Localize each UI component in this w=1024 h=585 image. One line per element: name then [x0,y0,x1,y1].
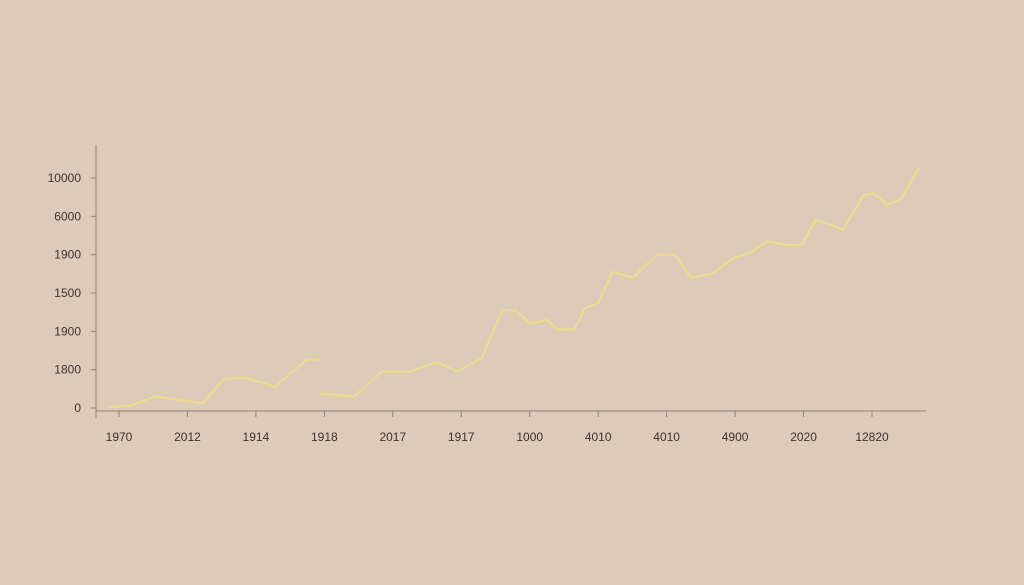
x-tick-label: 4010 [653,430,680,444]
y-tick-label: 1500 [54,286,81,300]
x-tick-label: 1914 [243,430,270,444]
y-tick-label: 0 [74,401,81,415]
x-tick-label: 12820 [855,430,889,444]
x-tick-label: 2020 [790,430,817,444]
x-tick-label: 1917 [448,430,475,444]
x-tick-label: 1970 [106,430,133,444]
y-tick-label: 6000 [54,209,81,223]
series-lines [108,167,920,409]
x-axis-ticks: 1970 2012 1914 1918 2017 1917 1000 4010 4010 4900… [106,411,889,444]
y-axis-ticks: 0 1800 1900 1500 1900 6000 10000 [48,171,96,415]
x-tick-label: 4010 [585,430,612,444]
x-tick-label: 2017 [379,430,406,444]
x-tick-label: 4900 [722,430,749,444]
y-tick-label: 1900 [54,248,81,262]
y-tick-label: 1900 [54,324,81,338]
x-tick-label: 1000 [516,430,543,444]
x-tick-label: 2012 [174,430,201,444]
y-tick-label: 1800 [54,363,81,377]
x-tick-label: 1918 [311,430,338,444]
series-line-1 [108,358,321,409]
series-line-2 [318,167,920,398]
y-tick-label: 10000 [48,171,82,185]
